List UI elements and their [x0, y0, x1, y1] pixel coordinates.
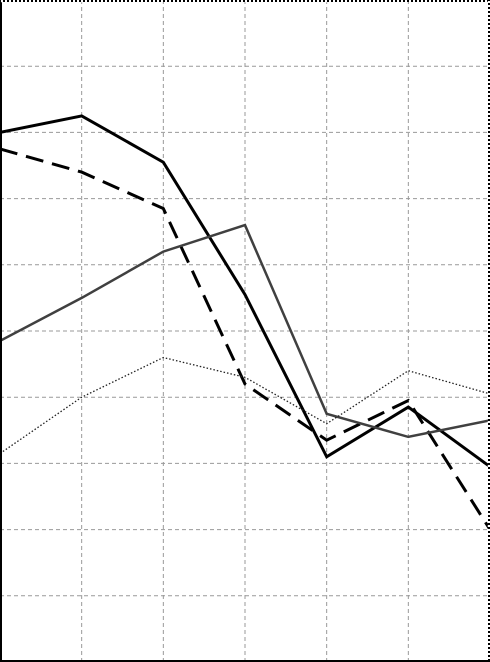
series-1-line [0, 114, 490, 468]
series-2-line [0, 147, 490, 531]
series-lines [0, 114, 490, 531]
series-3-line [0, 223, 490, 439]
series-4-line [0, 356, 490, 455]
